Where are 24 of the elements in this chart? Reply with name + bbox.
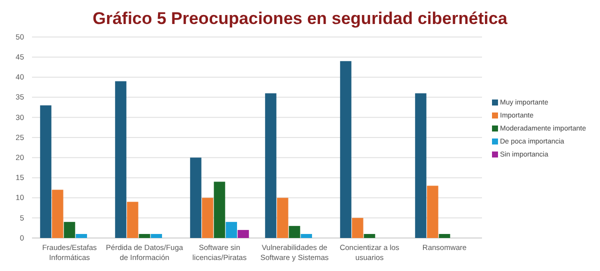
bar [126,202,138,238]
chart-title: Gráfico 5 Preocupaciones en seguridad cibernética [92,9,508,28]
bar [276,198,288,238]
bar [64,222,76,238]
bar [265,93,276,238]
bar [214,182,226,238]
bar [415,93,426,238]
bar [288,226,300,238]
bar [340,61,352,238]
bar [352,218,364,238]
bar [150,234,162,238]
bar [190,158,202,238]
bar [226,222,238,238]
bar [202,198,214,238]
bar [238,230,249,238]
bar [438,234,450,238]
bar [40,105,52,238]
bar [115,81,126,238]
bar [300,234,312,238]
bar [76,234,88,238]
bar [52,190,64,238]
bar [138,234,150,238]
bar [364,234,376,238]
bar [426,186,438,238]
